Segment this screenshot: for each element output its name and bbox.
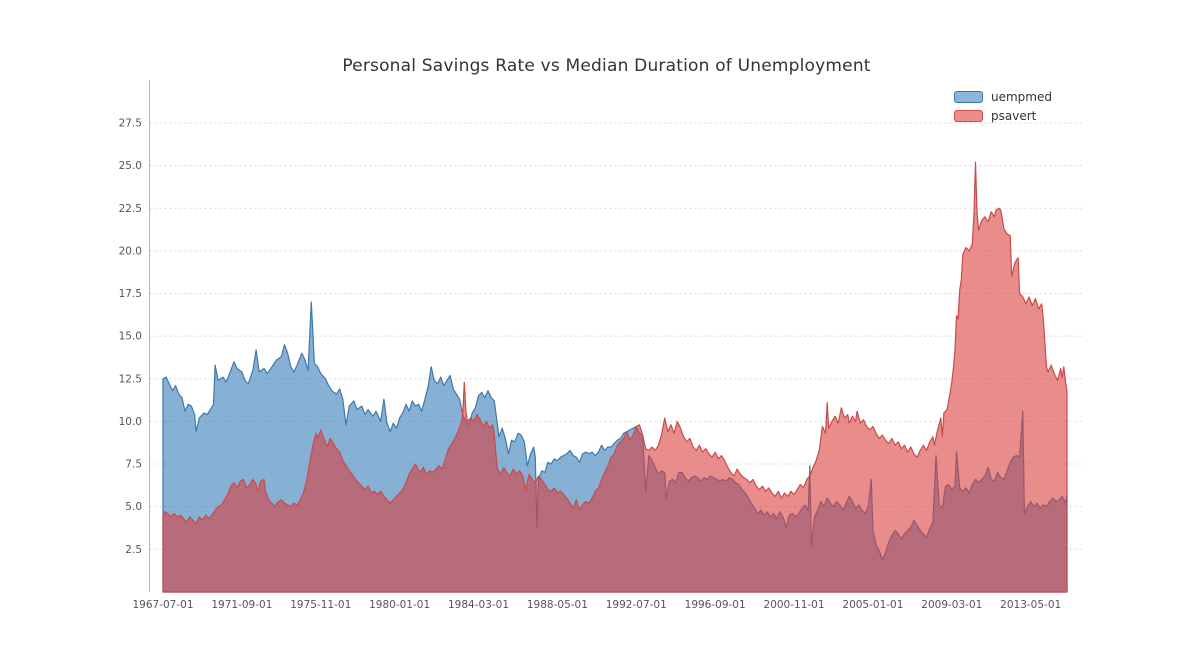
y-tick-label: 20.0: [119, 245, 142, 257]
y-tick-label: 25.0: [119, 160, 142, 172]
x-tick-label: 1980-01-01: [369, 599, 430, 611]
x-tick-label: 1996-09-01: [685, 599, 746, 611]
y-tick-label: 22.5: [119, 203, 142, 215]
x-tick-label: 1984-03-01: [448, 599, 509, 611]
y-tick-label: 27.5: [119, 118, 142, 130]
y-tick-label: 5.0: [125, 501, 142, 513]
y-tick-label: 10.0: [119, 416, 142, 428]
legend-item-psavert: psavert: [954, 106, 1052, 125]
psavert-area: [162, 161, 1068, 593]
y-tick-label: 7.5: [125, 459, 142, 471]
x-tick-label: 1992-07-01: [606, 599, 667, 611]
x-tick-label: 2013-05-01: [1000, 599, 1061, 611]
uempmed-swatch: [954, 90, 983, 103]
y-tick-label: 2.5: [125, 544, 142, 556]
x-tick-label: 1971-09-01: [211, 599, 272, 611]
legend: uempmed psavert: [954, 87, 1052, 125]
x-tick-label: 1967-07-01: [132, 599, 193, 611]
x-tick-label: 2000-11-01: [764, 599, 825, 611]
x-tick-label: 2009-03-01: [921, 599, 982, 611]
y-tick-label: 17.5: [119, 288, 142, 300]
x-tick-labels: 1967-07-01 1971-09-01 1975-11-01 1980-01-01…: [132, 599, 1061, 611]
y-tick-label: 15.0: [119, 331, 142, 343]
psavert-swatch: [954, 109, 983, 122]
y-tick-labels: 2.5 5.0 7.5 10.0 12.5 15.0 17.5 20.0 22.5 25.0 27.…: [119, 118, 142, 556]
x-tick-label: 1988-05-01: [527, 599, 588, 611]
x-tick-label: 2005-01-01: [842, 599, 903, 611]
chart-title: Personal Savings Rate vs Median Duration…: [342, 56, 871, 76]
legend-label-uempmed: uempmed: [991, 89, 1052, 104]
x-tick-label: 1975-11-01: [290, 599, 351, 611]
legend-label-psavert: psavert: [991, 108, 1037, 123]
y-tick-label: 12.5: [119, 373, 142, 385]
legend-item-uempmed: uempmed: [954, 87, 1052, 106]
